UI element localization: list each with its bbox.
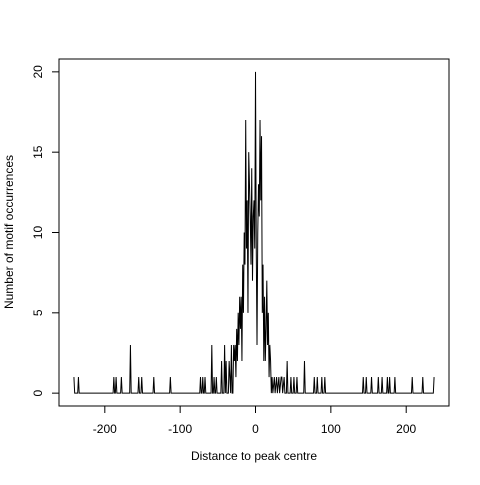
x-tick-label: 100	[321, 422, 341, 436]
y-tick-label: 5	[31, 309, 45, 316]
y-axis-label: Number of motif occurrences	[2, 155, 16, 309]
y-tick-label: 20	[31, 65, 45, 79]
y-tick-label: 10	[31, 226, 45, 240]
x-tick-label: 200	[396, 422, 416, 436]
x-tick-label: -100	[168, 422, 192, 436]
x-axis-label: Distance to peak centre	[191, 449, 317, 463]
x-tick-label: 0	[252, 422, 259, 436]
y-tick-label: 15	[31, 145, 45, 159]
x-tick-label: -200	[93, 422, 117, 436]
data-line	[73, 71, 435, 394]
y-tick-label: 0	[31, 389, 45, 396]
